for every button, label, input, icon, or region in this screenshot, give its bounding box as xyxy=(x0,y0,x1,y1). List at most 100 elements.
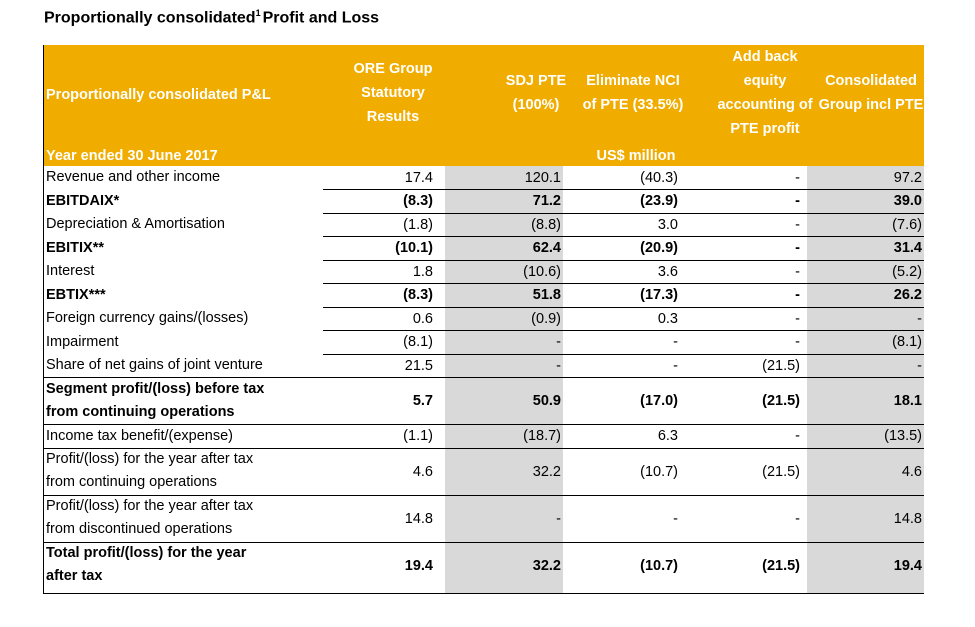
header-line: accounting of xyxy=(717,97,813,113)
table-row: Profit/(loss) for the year after tax from… xyxy=(43,495,924,542)
header-line: Results xyxy=(366,109,420,125)
row-label: Income tax benefit/(expense) xyxy=(46,425,233,448)
cell-ore-group: (8.3) xyxy=(403,193,433,210)
title-suffix: Profit and Loss xyxy=(262,9,380,27)
cell-sdj-pte: 51.8 xyxy=(532,287,561,304)
row-divider xyxy=(323,306,924,308)
cell-add-back: - xyxy=(795,428,800,445)
cell-sdj-pte: (18.7) xyxy=(523,428,561,445)
header-line: Group incl PTE xyxy=(818,97,924,113)
cell-add-back: - xyxy=(795,287,800,304)
cell-add-back: - xyxy=(795,310,800,327)
cell-consolidated: 31.4 xyxy=(893,240,922,257)
cell-add-back: - xyxy=(795,263,800,280)
cell-sdj-pte: - xyxy=(556,357,561,374)
row-label: Foreign currency gains/(losses) xyxy=(46,307,248,330)
row-divider xyxy=(323,353,924,355)
row-label-line: Profit/(loss) for the year after tax xyxy=(46,498,254,514)
table-left-border xyxy=(43,45,44,594)
row-label: Profit/(loss) for the year after tax from… xyxy=(46,448,253,494)
title-footnote-marker: 1 xyxy=(255,8,261,18)
row-label: Interest xyxy=(46,260,94,283)
cell-eliminate-nci: (23.9) xyxy=(640,193,678,210)
header-col-ore-group: ORE Group Statutory Results xyxy=(343,57,443,129)
cell-eliminate-nci: - xyxy=(673,334,678,351)
cell-sdj-pte: 50.9 xyxy=(532,393,561,409)
table-row: Revenue and other income 17.4 120.1 (40.3) -… xyxy=(43,166,924,190)
cell-ore-group: 5.7 xyxy=(412,393,433,409)
cell-eliminate-nci: 0.3 xyxy=(657,310,678,327)
cell-consolidated: (13.5) xyxy=(884,428,922,445)
table-row: Depreciation & Amortisation (1.8) (8.8) 3.0… xyxy=(43,213,924,237)
cell-ore-group: (8.1) xyxy=(403,334,433,351)
table-row: EBTIX*** (8.3) 51.8 (17.3) - 26.2 xyxy=(43,284,924,308)
cell-consolidated: (5.2) xyxy=(892,263,922,280)
cell-consolidated: 19.4 xyxy=(893,557,922,574)
row-divider xyxy=(323,330,924,331)
row-label: Profit/(loss) for the year after tax from… xyxy=(46,495,253,541)
table-row: Share of net gains of joint venture 21.5 -… xyxy=(43,354,924,378)
header-line: equity xyxy=(743,73,787,89)
row-label: Depreciation & Amortisation xyxy=(46,213,225,236)
row-label-line: Impairment xyxy=(46,333,119,350)
header-unit-label: US$ million xyxy=(596,148,676,164)
cell-eliminate-nci: - xyxy=(673,510,678,527)
cell-sdj-pte: - xyxy=(556,510,561,527)
cell-add-back: (21.5) xyxy=(762,357,800,374)
row-divider xyxy=(43,424,924,425)
row-label: Impairment xyxy=(46,331,119,354)
cell-eliminate-nci: (17.0) xyxy=(640,393,678,409)
table-row: Total profit/(loss) for the year after ta… xyxy=(43,542,924,589)
header-line: (100%) xyxy=(512,97,560,113)
sdj-column-shading xyxy=(445,166,563,594)
title-text: Proportionally consolidated xyxy=(44,9,256,27)
table-row: Impairment (8.1) - - - (8.1) xyxy=(43,331,924,355)
cell-eliminate-nci: (10.7) xyxy=(640,557,678,574)
cell-add-back: (21.5) xyxy=(762,393,800,409)
cell-sdj-pte: 32.2 xyxy=(532,463,561,480)
cell-consolidated: 39.0 xyxy=(893,193,922,210)
cell-consolidated: - xyxy=(917,310,922,327)
row-label-line: Profit/(loss) for the year after tax xyxy=(46,451,254,467)
table-header: Proportionally consolidated P&L Year end… xyxy=(43,45,924,166)
header-year-label: Year ended 30 June 2017 xyxy=(46,148,218,164)
cell-ore-group: (10.1) xyxy=(395,240,433,257)
cell-sdj-pte: 71.2 xyxy=(532,193,561,210)
header-line: of PTE (33.5%) xyxy=(582,97,684,113)
row-label-line: Revenue and other income xyxy=(46,169,221,185)
cell-ore-group: 21.5 xyxy=(404,357,433,374)
table-bottom-border xyxy=(43,593,924,594)
cell-consolidated: 4.6 xyxy=(901,463,922,480)
header-line: ORE Group xyxy=(353,61,433,77)
cell-ore-group: 14.8 xyxy=(404,510,433,527)
cell-eliminate-nci: 6.3 xyxy=(657,428,678,445)
header-line: Eliminate NCI xyxy=(586,73,680,89)
row-label-line: Income tax benefit/(expense) xyxy=(46,427,233,444)
header-table-label: Proportionally consolidated P&L xyxy=(46,87,271,103)
row-label-line: after tax xyxy=(46,568,103,584)
header-col-consolidated: Consolidated Group incl PTE xyxy=(809,69,933,117)
row-label-line: EBITDAIX* xyxy=(46,192,120,209)
row-label: Total profit/(loss) for the year after ta… xyxy=(46,542,246,588)
row-label: Revenue and other income xyxy=(46,166,220,189)
row-label-line: Depreciation & Amortisation xyxy=(46,216,225,232)
cell-eliminate-nci: 3.6 xyxy=(657,263,678,280)
cell-consolidated: 14.8 xyxy=(893,510,922,527)
header-col-sdj-pte: SDJ PTE (100%) xyxy=(498,69,574,117)
row-label: Share of net gains of joint venture xyxy=(46,354,263,377)
table-row: EBITDAIX* (8.3) 71.2 (23.9) - 39.0 xyxy=(43,190,924,214)
row-divider xyxy=(323,236,924,237)
consolidated-column-shading xyxy=(807,166,924,594)
cell-ore-group: 17.4 xyxy=(404,169,433,186)
cell-eliminate-nci: (10.7) xyxy=(640,463,678,480)
header-line: Add back xyxy=(732,49,798,65)
row-label-line: Foreign currency gains/(losses) xyxy=(46,310,249,326)
cell-consolidated: (7.6) xyxy=(892,216,922,233)
row-label-line: Total profit/(loss) for the year xyxy=(46,545,247,561)
header-line: SDJ PTE xyxy=(505,73,567,89)
cell-consolidated: 97.2 xyxy=(893,169,922,186)
cell-ore-group: (8.3) xyxy=(403,287,433,304)
cell-consolidated: 26.2 xyxy=(893,287,922,304)
cell-consolidated: 18.1 xyxy=(893,393,922,409)
cell-eliminate-nci: (40.3) xyxy=(640,169,678,186)
